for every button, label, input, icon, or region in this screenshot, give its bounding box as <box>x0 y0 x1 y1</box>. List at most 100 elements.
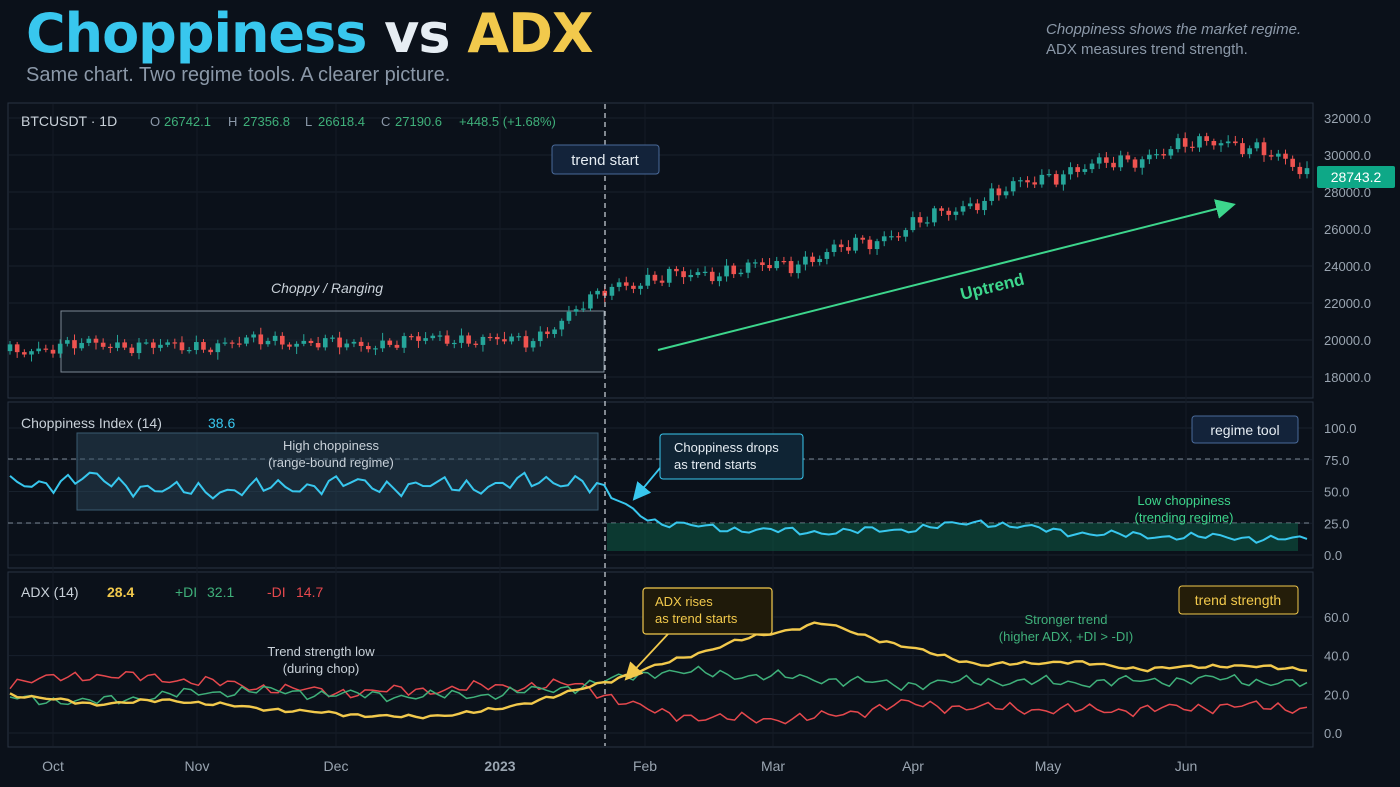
candle-body <box>932 208 937 223</box>
candle-body <box>401 336 407 348</box>
title-adx: ADX <box>467 2 593 65</box>
header-note: Choppiness shows the market regime. ADX … <box>1046 20 1301 60</box>
candle-body <box>373 348 378 350</box>
adx-indicator-name: ADX (14) <box>21 584 79 600</box>
regime-tool-badge <box>1191 415 1299 444</box>
price-tick-label: 24000.0 <box>1324 259 1371 274</box>
last-price-tag <box>1317 166 1395 188</box>
candle-body <box>451 342 457 345</box>
plus-di-label: +DI <box>175 584 197 600</box>
candle-body <box>1111 162 1116 168</box>
chop-tick-label: 100.0 <box>1324 421 1357 436</box>
x-tick-label: 2023 <box>484 758 515 774</box>
candle-body <box>910 217 916 231</box>
candle-body <box>1190 146 1195 148</box>
candle-body <box>1161 154 1166 156</box>
candle-body <box>57 343 63 354</box>
candle-body <box>265 340 271 345</box>
price-tick-label: 30000.0 <box>1324 148 1371 163</box>
candle-body <box>93 338 99 343</box>
candle-body <box>165 342 170 345</box>
candle-body <box>1046 174 1052 176</box>
candle-body <box>365 345 371 350</box>
candle-body <box>222 342 228 344</box>
chop-drop-label-2: as trend starts <box>674 457 757 472</box>
price-panel-frame <box>7 102 1314 399</box>
candle-body <box>537 331 543 342</box>
price-tick-label: 26000.0 <box>1324 222 1371 237</box>
candle-body <box>846 247 851 251</box>
candle-body <box>151 342 156 348</box>
candle-body <box>351 341 357 344</box>
candle-body <box>666 268 672 283</box>
candle-body <box>1182 138 1188 147</box>
chop-drop-label-1: Choppiness drops <box>674 440 779 455</box>
candle-body <box>1175 138 1181 150</box>
chop-tick-label: 75.0 <box>1324 453 1349 468</box>
candle-body <box>1168 149 1174 156</box>
candle-body <box>953 211 959 215</box>
x-tick-label: Dec <box>324 758 349 774</box>
price-axis: 32000.0 30000.0 28000.0 26000.0 24000.0 22000… <box>1324 111 1371 385</box>
candle-body <box>523 336 529 348</box>
candle-body <box>652 274 658 281</box>
candle-body <box>767 264 772 269</box>
adx-tick-label: 0.0 <box>1324 726 1342 741</box>
minus-di-label: -DI <box>267 584 286 600</box>
candle-body <box>588 294 593 309</box>
candle-body <box>659 280 665 283</box>
open-label: O <box>150 114 160 129</box>
candle-body <box>1197 136 1202 148</box>
adx-rise-label-1: ADX rises <box>655 594 713 609</box>
strong-trend-label-1: Stronger trend <box>1024 612 1107 627</box>
candle-body <box>466 335 471 344</box>
candle-body <box>201 342 206 350</box>
candle-body <box>702 271 708 273</box>
candle-body <box>287 344 292 347</box>
candle-body <box>774 261 780 269</box>
adx-rise-callout <box>642 587 773 635</box>
trend-strength-label: trend strength <box>1195 592 1281 608</box>
x-axis: Oct Nov Dec 2023 Feb Mar Apr May Jun <box>42 758 1197 774</box>
candle-body <box>623 282 629 286</box>
candle-body <box>172 342 178 344</box>
candle-body <box>79 342 84 349</box>
candle-body <box>788 261 794 274</box>
candle-body <box>14 344 20 353</box>
candle-body <box>143 342 149 344</box>
candle-body <box>1211 140 1217 146</box>
candle-body <box>1018 180 1023 182</box>
grid-lines <box>9 104 1312 746</box>
candle-body <box>595 290 600 295</box>
candle-body <box>1283 153 1288 159</box>
candle-body <box>831 244 837 253</box>
price-tick-label: 32000.0 <box>1324 111 1371 126</box>
candle-body <box>65 340 70 344</box>
candle-body <box>674 268 679 272</box>
candle-body <box>946 210 952 215</box>
candle-body <box>494 337 500 340</box>
regime-tool-label: regime tool <box>1210 422 1279 438</box>
candle-body <box>838 244 844 248</box>
price-tick-label: 22000.0 <box>1324 296 1371 311</box>
candle-body <box>924 222 930 224</box>
plus-di-line <box>9 665 1308 706</box>
candle-body <box>889 236 894 238</box>
chop-tick-label: 50.0 <box>1324 485 1349 500</box>
high-chop-zone <box>76 432 599 511</box>
candle-body <box>129 347 135 354</box>
candle-body <box>795 264 801 274</box>
candle-body <box>530 341 536 348</box>
uptrend-arrow <box>657 199 1236 351</box>
candle-body <box>717 276 722 282</box>
candle-body <box>724 265 729 277</box>
candle-body <box>824 252 830 259</box>
candle-body <box>237 343 242 345</box>
candle-body <box>358 341 364 346</box>
candle-body <box>1010 181 1016 192</box>
close-label: C <box>381 114 390 129</box>
uptrend-label: Uptrend <box>958 270 1026 304</box>
candle-body <box>738 272 744 275</box>
chop-axis: 100.0 75.0 50.0 25.0 0.0 <box>1324 421 1357 563</box>
low-value: 26618.4 <box>318 114 365 129</box>
